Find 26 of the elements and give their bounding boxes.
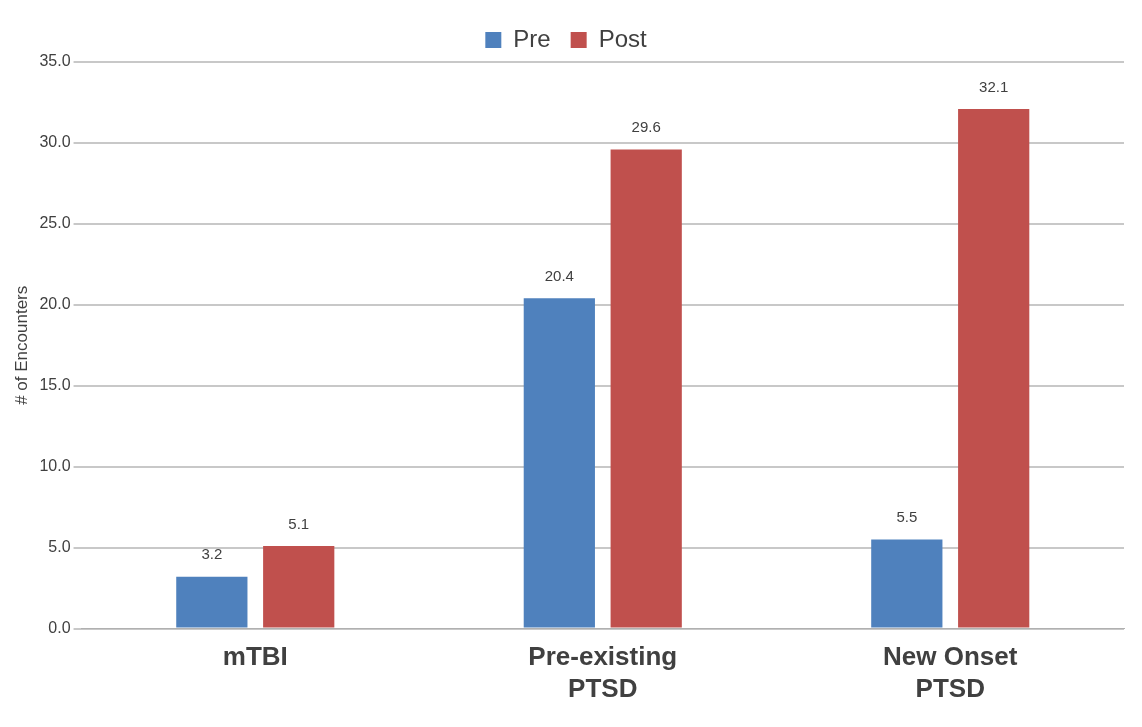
x-tick-label: Pre-existing PTSD [528, 641, 678, 703]
y-tick-label: 15.0 [39, 376, 71, 394]
legend-label: Post [598, 24, 648, 52]
y-tick-label: 0.0 [48, 619, 71, 637]
x-tick-label: mTBI [222, 641, 288, 672]
bar [610, 149, 682, 628]
y-tick-label: 35.0 [39, 52, 71, 70]
y-tick-label: 10.0 [39, 457, 71, 475]
y-tick-label: 25.0 [39, 214, 71, 232]
bar [523, 298, 595, 628]
y-axis-title: # of Encounters [11, 285, 31, 405]
data-label: 29.6 [631, 118, 661, 136]
data-label: 5.5 [896, 508, 918, 526]
bar [263, 546, 335, 628]
legend-label: Pre [513, 24, 551, 52]
data-label: 5.1 [288, 514, 310, 532]
x-tick-label: New Onset PTSD [883, 641, 1018, 703]
bar [176, 576, 248, 628]
data-label: 20.4 [544, 266, 574, 284]
y-tick-label: 30.0 [39, 133, 71, 151]
bar [958, 108, 1030, 628]
y-tick-label: 5.0 [48, 538, 71, 556]
data-label: 32.1 [979, 77, 1009, 95]
data-label: 3.2 [201, 545, 223, 563]
bar [871, 539, 943, 628]
y-tick-label: 20.0 [39, 295, 71, 313]
